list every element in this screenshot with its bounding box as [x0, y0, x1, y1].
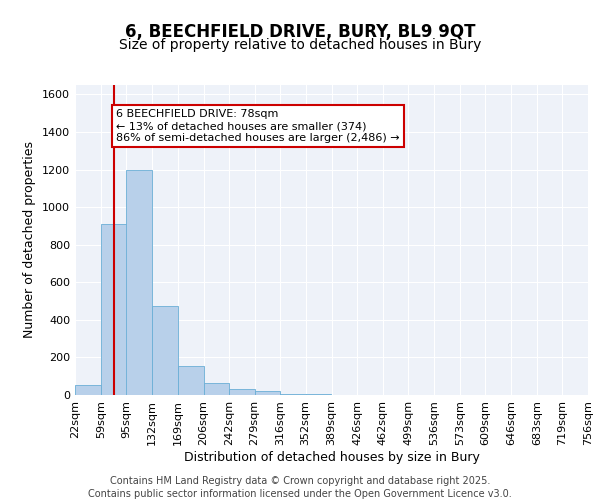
- Text: 6 BEECHFIELD DRIVE: 78sqm
← 13% of detached houses are smaller (374)
86% of semi: 6 BEECHFIELD DRIVE: 78sqm ← 13% of detac…: [116, 110, 400, 142]
- Bar: [229, 390, 254, 395]
- X-axis label: Distribution of detached houses by size in Bury: Distribution of detached houses by size …: [184, 450, 479, 464]
- Bar: [280, 394, 307, 395]
- Bar: [203, 383, 229, 395]
- Text: Contains HM Land Registry data © Crown copyright and database right 2025.: Contains HM Land Registry data © Crown c…: [110, 476, 490, 486]
- Bar: [178, 366, 203, 395]
- Bar: [101, 224, 127, 395]
- Y-axis label: Number of detached properties: Number of detached properties: [23, 142, 37, 338]
- Bar: [305, 394, 331, 395]
- Text: 6, BEECHFIELD DRIVE, BURY, BL9 9QT: 6, BEECHFIELD DRIVE, BURY, BL9 9QT: [125, 22, 475, 40]
- Bar: [152, 306, 178, 395]
- Bar: [75, 384, 101, 395]
- Bar: [126, 170, 152, 395]
- Text: Contains public sector information licensed under the Open Government Licence v3: Contains public sector information licen…: [88, 489, 512, 499]
- Text: Size of property relative to detached houses in Bury: Size of property relative to detached ho…: [119, 38, 481, 52]
- Bar: [254, 391, 280, 395]
